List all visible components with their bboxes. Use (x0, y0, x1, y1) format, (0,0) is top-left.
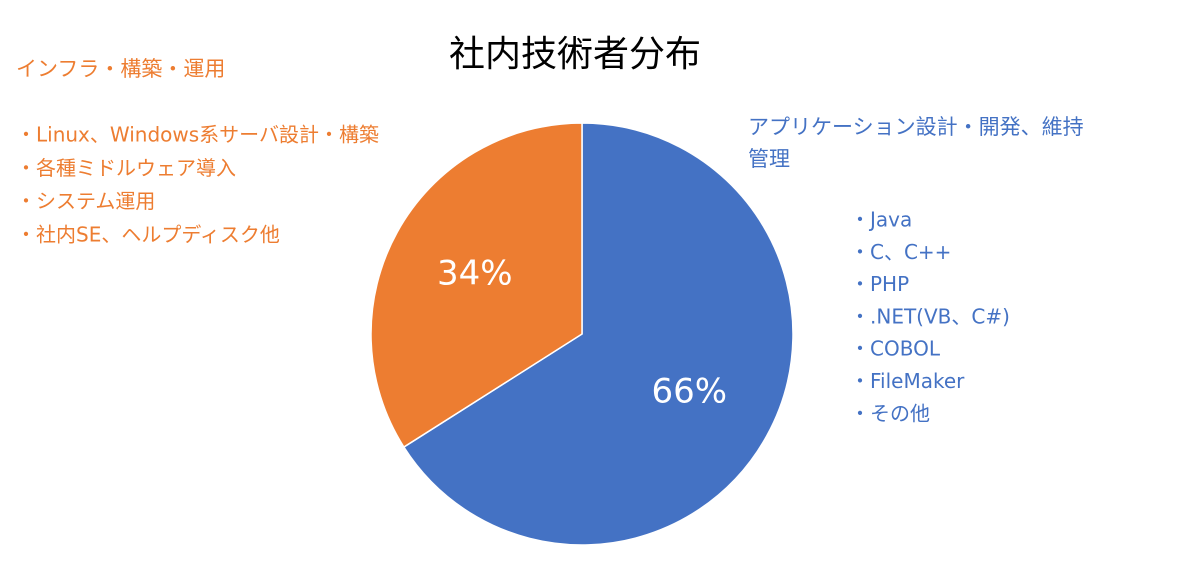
annotation-item: ・PHP (850, 272, 909, 296)
annotation-item: ・システム運用 (16, 189, 155, 213)
chart-title: 社内技術者分布 (449, 34, 701, 75)
pie-slice (370, 122, 583, 449)
annotation-item: ・その他 (850, 401, 930, 425)
annotation-heading: 管理 (748, 147, 790, 171)
annotation-item: ・社内SE、ヘルプディスク他 (16, 222, 280, 246)
data-label: 66% (651, 371, 727, 411)
annotation-item: ・.NET(VB、C#) (850, 304, 1010, 328)
annotation-item: ・Java (850, 208, 912, 232)
annotation-item: ・Linux、Windows系サーバ設計・構築 (16, 123, 379, 147)
annotation-heading: インフラ・構築・運用 (16, 57, 225, 81)
annotation-item: ・各種ミドルウェア導入 (16, 156, 236, 180)
annotation-item: ・COBOL (850, 337, 941, 361)
data-label: 34% (437, 254, 513, 294)
annotation-item: ・C、C++ (850, 240, 951, 264)
annotation-heading: アプリケーション設計・開発、維持 (748, 115, 1084, 139)
annotation-item: ・FileMaker (850, 369, 965, 393)
pie-slice (402, 122, 794, 546)
